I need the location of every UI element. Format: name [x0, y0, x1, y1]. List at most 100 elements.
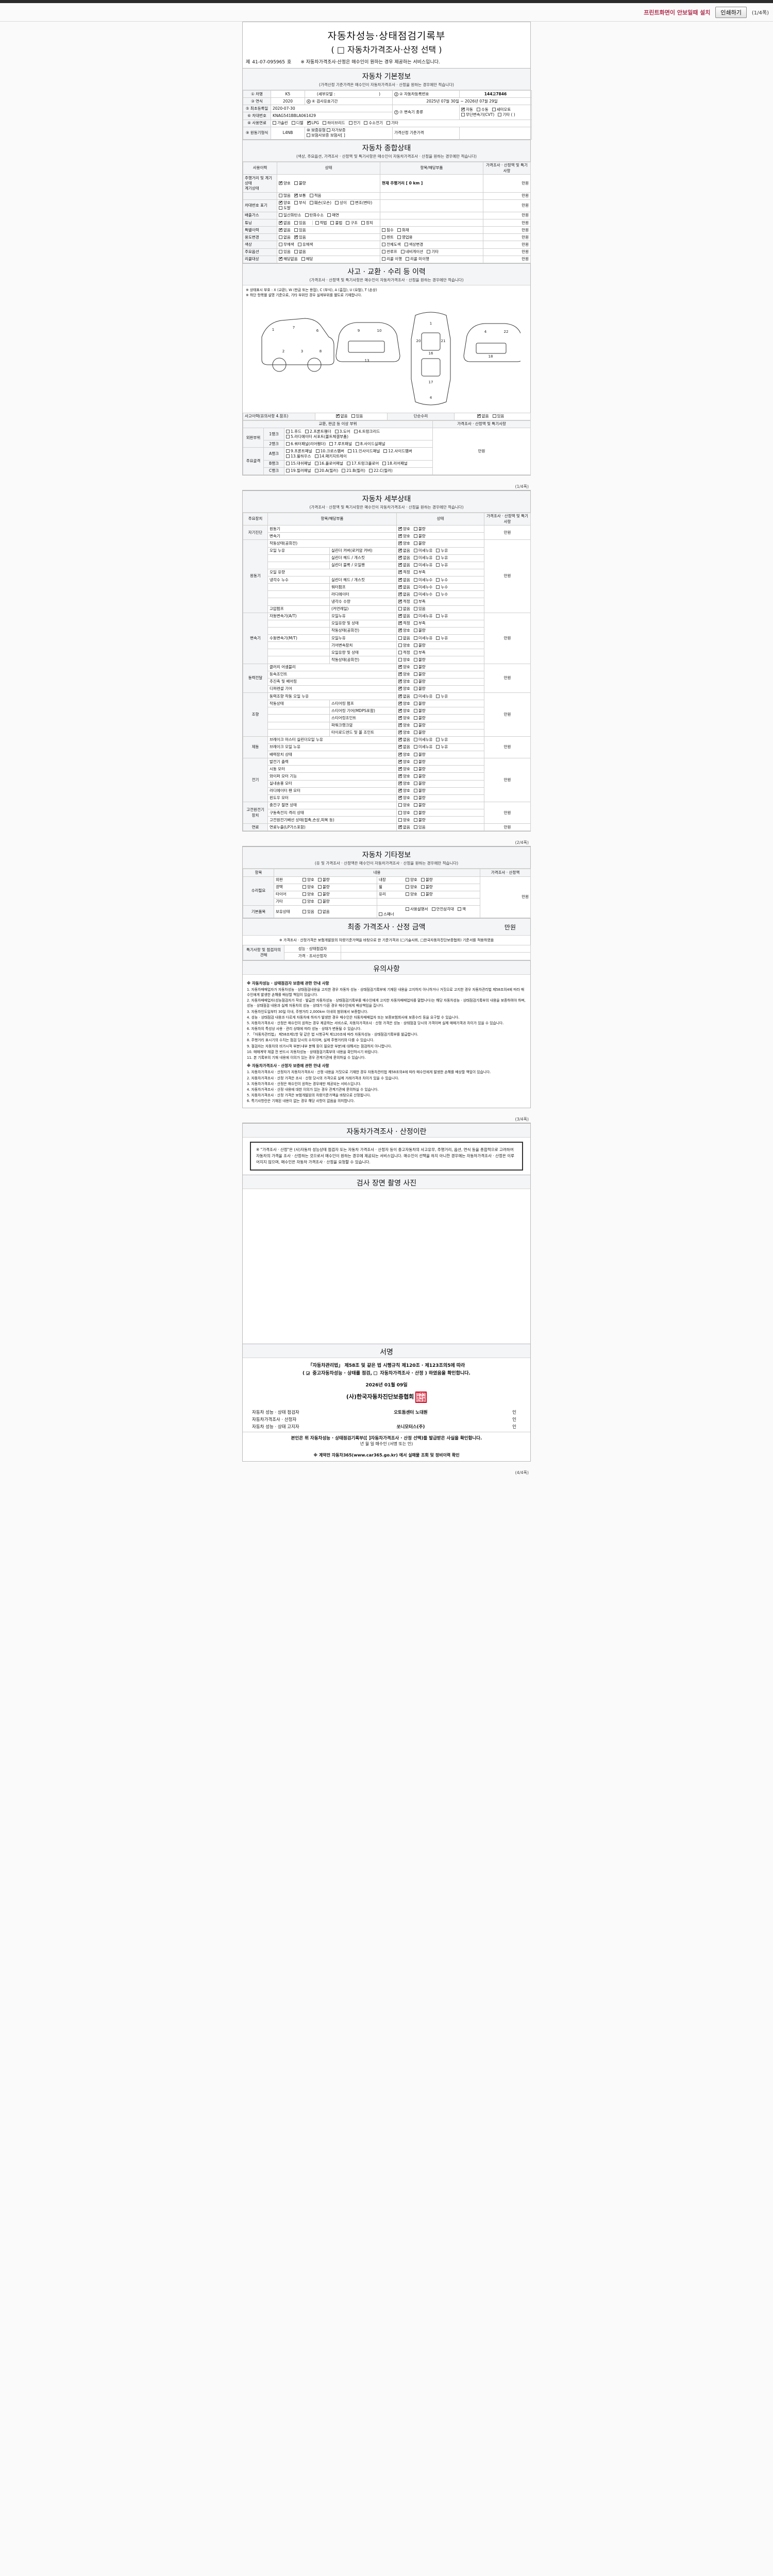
transmission-option-1[interactable]: 수동	[476, 107, 489, 112]
detail-opt-2-0-1[interactable]: 미세누유	[413, 614, 432, 619]
checkbox[interactable]	[317, 900, 322, 904]
checkbox[interactable]	[413, 767, 417, 771]
detail-opt-1-7-1[interactable]: 미세누수	[413, 592, 432, 597]
detail-opt-1-6-2[interactable]: 누수	[436, 585, 448, 590]
transmission-option-4[interactable]: 기타 ( )	[498, 112, 515, 117]
checkbox[interactable]	[346, 462, 350, 466]
overall-item-7-1[interactable]: 색상변경	[404, 242, 423, 247]
checkbox[interactable]	[476, 107, 480, 111]
checkbox[interactable]	[297, 242, 301, 246]
detail-opt-3-2-1[interactable]: 불량	[413, 679, 426, 684]
etc-b-opt-0-0[interactable]: 양호	[406, 877, 417, 883]
checkbox[interactable]	[307, 133, 310, 138]
detail-opt-6-1-1[interactable]: 불량	[413, 767, 426, 772]
checkbox[interactable]	[342, 469, 346, 473]
checkbox[interactable]	[413, 774, 417, 778]
part-item-1-0-2[interactable]: 11.인사이드패널	[348, 449, 380, 454]
detail-opt-6-3-1[interactable]: 불량	[413, 781, 426, 786]
checkbox[interactable]	[421, 892, 425, 896]
overall-state2-4-0[interactable]: 적법	[315, 221, 327, 226]
checkbox[interactable]	[386, 121, 390, 125]
checkbox[interactable]	[398, 657, 402, 662]
overall-state-9-0[interactable]: 해당없음	[279, 256, 298, 262]
checkbox[interactable]	[398, 744, 402, 750]
overall-state2-4-3[interactable]: 장치	[361, 221, 373, 226]
part-item-0-0-1[interactable]: 2.프론트휀더	[305, 429, 331, 434]
warranty-option-1[interactable]: 보험사보증 보험사[ ]	[307, 133, 345, 138]
overall-item-9-1[interactable]: 리콜 미이행	[405, 257, 429, 262]
checkbox[interactable]	[404, 242, 408, 246]
part-item-1-0-3[interactable]: 12.사이드멤버	[383, 449, 412, 454]
checkbox[interactable]	[294, 228, 298, 232]
checkbox[interactable]	[314, 462, 318, 466]
checkbox[interactable]	[303, 885, 306, 889]
checkbox[interactable]	[303, 892, 306, 896]
etc-b-opt-1-0[interactable]: 양호	[406, 885, 417, 890]
part-item-0-0-0[interactable]: 1.후드	[286, 429, 301, 434]
checkbox[interactable]	[279, 250, 282, 253]
checkbox[interactable]	[413, 563, 417, 567]
detail-opt-2-0-2[interactable]: 누유	[436, 614, 448, 619]
checkbox[interactable]	[413, 650, 417, 654]
detail-opt-7-2-0[interactable]: 양호	[398, 818, 410, 823]
checkbox[interactable]	[413, 708, 417, 713]
checkbox[interactable]	[379, 912, 382, 916]
detail-opt-1-4-0[interactable]: 적정	[398, 569, 410, 575]
detail-opt-2-6-0[interactable]: 양호	[398, 657, 410, 663]
etc-a-opt-0-0[interactable]: 양호	[303, 877, 314, 883]
simple-repair-option-0[interactable]: 없음	[477, 413, 489, 419]
detail-opt-2-5-1[interactable]: 부족	[413, 650, 426, 655]
detail-opt-2-2-0[interactable]: 양호	[398, 628, 410, 633]
detail-opt-1-1-2[interactable]: 누유	[436, 548, 448, 553]
etc-b-opt-4-2[interactable]: 잭	[458, 907, 466, 912]
etc-b-opt-4-0[interactable]: 사용설명서	[406, 907, 428, 912]
detail-opt-5-0-2[interactable]: 누유	[436, 737, 448, 742]
checkbox[interactable]	[461, 107, 465, 112]
checkbox[interactable]	[301, 257, 305, 261]
checkbox[interactable]	[315, 221, 319, 225]
detail-opt-2-4-0[interactable]: 양호	[398, 643, 410, 648]
print-button[interactable]: 인쇄하기	[715, 6, 747, 18]
checkbox[interactable]	[398, 686, 402, 691]
checkbox[interactable]	[348, 449, 352, 453]
detail-opt-8-0-1[interactable]: 있음	[413, 825, 426, 830]
checkbox[interactable]	[279, 227, 283, 232]
detail-opt-1-4-1[interactable]: 부족	[413, 570, 426, 575]
accident-history-option-1[interactable]: 있음	[351, 414, 363, 419]
checkbox[interactable]	[436, 592, 440, 596]
checkbox[interactable]	[305, 213, 309, 217]
checkbox[interactable]	[317, 909, 322, 913]
checkbox[interactable]	[398, 628, 402, 633]
checkbox[interactable]	[436, 585, 440, 589]
detail-opt-3-3-0[interactable]: 양호	[398, 686, 410, 691]
checkbox[interactable]	[279, 256, 283, 262]
checkbox[interactable]	[461, 112, 465, 116]
detail-opt-3-2-0[interactable]: 양호	[398, 679, 410, 684]
detail-opt-6-4-1[interactable]: 불량	[413, 788, 426, 793]
detail-opt-4-4-1[interactable]: 불량	[413, 723, 426, 728]
checkbox[interactable]	[492, 107, 496, 111]
detail-opt-1-7-0[interactable]: 없음	[398, 591, 410, 597]
checkbox[interactable]	[413, 738, 417, 742]
checkbox[interactable]	[398, 650, 402, 654]
checkbox[interactable]	[291, 121, 295, 125]
checkbox[interactable]	[317, 878, 322, 882]
checkbox[interactable]	[361, 221, 365, 225]
detail-opt-6-0-1[interactable]: 불량	[413, 759, 426, 765]
detail-opt-2-4-1[interactable]: 불량	[413, 643, 426, 648]
checkbox[interactable]	[398, 562, 402, 568]
checkbox[interactable]	[406, 892, 409, 896]
detail-opt-5-1-0[interactable]: 없음	[398, 744, 410, 750]
detail-opt-4-0-0[interactable]: 없음	[398, 693, 410, 699]
overall-state-1-0[interactable]: 많음	[279, 193, 291, 198]
detail-opt-1-2-0[interactable]: 없음	[398, 555, 410, 561]
checkbox[interactable]	[279, 194, 282, 197]
checkbox[interactable]	[286, 429, 290, 433]
checkbox[interactable]	[294, 201, 298, 205]
part-item-1-0-0[interactable]: 9.프론트패널	[286, 449, 312, 454]
checkbox[interactable]	[413, 549, 417, 552]
detail-opt-1-0-0[interactable]: 양호	[398, 540, 410, 546]
price-survey-checkbox[interactable]	[374, 1371, 378, 1375]
etc-a-opt-2-0[interactable]: 양호	[303, 892, 314, 897]
checkbox[interactable]	[436, 738, 440, 742]
